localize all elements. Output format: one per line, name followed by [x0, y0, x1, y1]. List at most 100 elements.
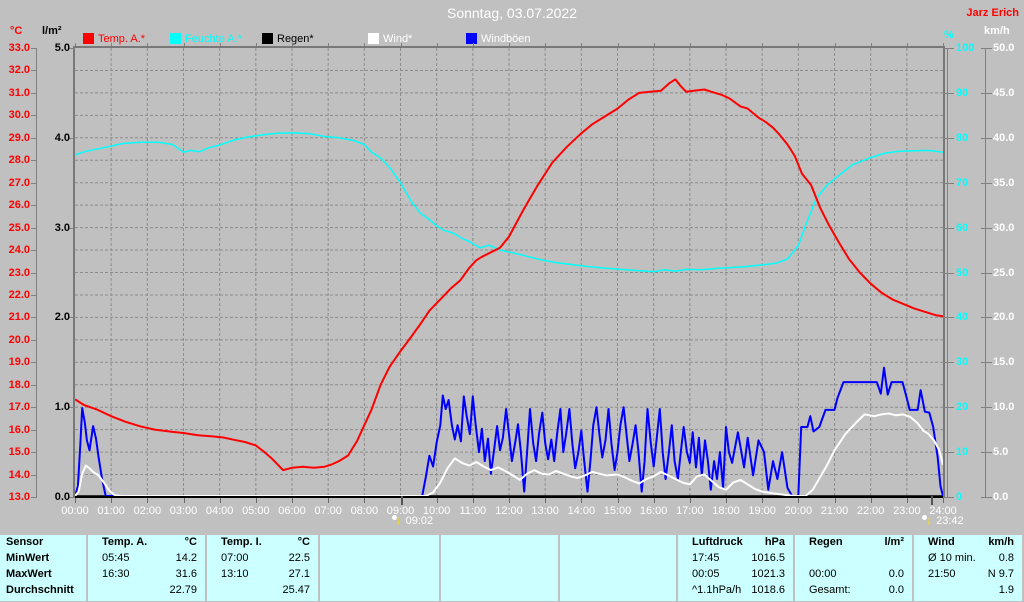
x-axis-tick-label: 18:00 [712, 505, 740, 517]
table-cell-time: 21:50 [928, 568, 956, 580]
axis-tick-label: 23.0 [8, 266, 30, 279]
hour-tick-bottom [255, 498, 257, 503]
axis-tick-label: 25.0 [8, 221, 30, 234]
x-axis-tick-label: 07:00 [314, 505, 342, 517]
event-marker-icon: ↓ [391, 515, 404, 527]
hour-tick-bottom [906, 498, 908, 503]
hour-tick-bottom [183, 498, 185, 503]
axis-tick-label: 13.0 [8, 491, 30, 503]
legend-color-swatch [466, 33, 477, 44]
axis-tick [31, 137, 37, 139]
table-column-unit: hPa [764, 536, 785, 548]
hour-tick-top [906, 43, 908, 46]
axis-tick [981, 227, 992, 229]
hour-tick-top [183, 43, 185, 46]
axis-tick-label: 26.0 [8, 199, 30, 212]
axis-tick [981, 362, 992, 364]
axis-tick-label: 21.0 [8, 311, 30, 324]
hour-tick-top [617, 43, 619, 46]
axis-tick [31, 474, 37, 476]
event-marker-icon: ↓ [922, 515, 934, 527]
plot-frame-top [73, 46, 945, 48]
axis-tick-label: 60 [956, 221, 969, 234]
axis-tick-label: 35.0 [993, 176, 1015, 189]
table-row-label: MinWert [6, 552, 50, 564]
axis-tick [69, 48, 75, 49]
axis-tick-label: 20.0 [8, 333, 30, 346]
table-column-bg [678, 535, 793, 601]
legend-item: Wind* [368, 33, 488, 45]
axis-tick-label: 0.0 [54, 491, 70, 503]
axis-tick [31, 182, 37, 184]
hour-tick-bottom [943, 498, 944, 503]
hour-tick-top [834, 43, 836, 46]
hour-tick-bottom [75, 498, 76, 503]
axis-tick-label: 27.0 [8, 176, 30, 189]
axis-tick [31, 227, 37, 229]
x-axis-tick-label: 00:00 [61, 505, 89, 517]
axis-tick-label: 4.0 [54, 131, 70, 144]
axis-tick [31, 339, 37, 341]
hour-tick-bottom [870, 498, 872, 503]
x-axis-tick-label: 13:00 [531, 505, 559, 517]
x-axis-tick-label: 12:00 [495, 505, 523, 517]
hour-tick-top [472, 43, 474, 46]
hour-tick-top [762, 43, 764, 46]
event-marker-tick [931, 496, 934, 505]
table-cell-value: 22.79 [169, 584, 197, 596]
legend-color-swatch [368, 33, 379, 44]
legend-color-swatch [83, 33, 94, 44]
x-axis-tick-label: 23:00 [893, 505, 921, 517]
axis-tick [31, 250, 37, 252]
x-axis-tick-label: 19:00 [748, 505, 776, 517]
axis-tick [981, 497, 992, 498]
x-axis-tick-label: 08:00 [350, 505, 379, 517]
axis-tick [69, 137, 75, 139]
event-marker-time: 23:42 [936, 515, 964, 527]
table-cell-time: Gesamt: [809, 584, 851, 596]
axis-tick-label: 5.0 [54, 42, 70, 54]
axis-tick-label: 29.0 [8, 131, 30, 144]
axis-tick [943, 137, 954, 139]
axis-tick-label: 5.0 [993, 446, 1009, 459]
hour-tick-top [364, 43, 366, 46]
axis-tick [31, 362, 37, 364]
x-axis-tick-label: 10:00 [422, 505, 451, 517]
table-cell-time: 00:00 [809, 568, 837, 580]
table-cell-time: 16:30 [102, 568, 130, 580]
x-axis-tick-label: 05:00 [242, 505, 270, 517]
x-axis-tick-label: 21:00 [820, 505, 849, 517]
table-column-bg [560, 535, 676, 601]
hour-tick-bottom [726, 498, 727, 503]
plot-frame-right [943, 46, 945, 498]
axis-tick [981, 407, 992, 409]
axis-tick-label: 30.0 [993, 221, 1015, 234]
hour-tick-top [943, 43, 944, 46]
axis-tick [943, 92, 954, 94]
axis-tick-label: 50.0 [993, 42, 1015, 54]
axis-tick [31, 115, 37, 117]
legend-color-swatch [262, 33, 273, 44]
axis-tick [69, 317, 75, 319]
hour-tick-top [111, 43, 113, 46]
axis-tick [31, 294, 37, 296]
axis-tick-label: 100 [956, 42, 975, 54]
x-axis-tick-label: 17:00 [676, 505, 704, 517]
table-cell-time: ^1.1hPa/h [692, 584, 742, 596]
axis-tick [943, 317, 954, 319]
table-cell-value: 1018.6 [751, 584, 785, 596]
axis-tick [31, 384, 37, 386]
hour-tick-top [509, 43, 510, 46]
plot-frame-bottom [73, 497, 945, 498]
axis-tick-label: 18.0 [8, 378, 30, 391]
hour-tick-top [798, 43, 800, 46]
legend-label: Windböen [481, 33, 531, 45]
axis-tick [943, 497, 954, 498]
table-row-label: MaxWert [6, 568, 52, 580]
hour-tick-top [726, 43, 727, 46]
x-axis-tick-label: 06:00 [278, 505, 306, 517]
x-axis-tick-label: 03:00 [169, 505, 198, 517]
hour-tick-bottom [219, 498, 221, 503]
axis-tick-label: 40 [956, 311, 969, 324]
x-axis-tick-label: 24:00 [929, 505, 957, 517]
